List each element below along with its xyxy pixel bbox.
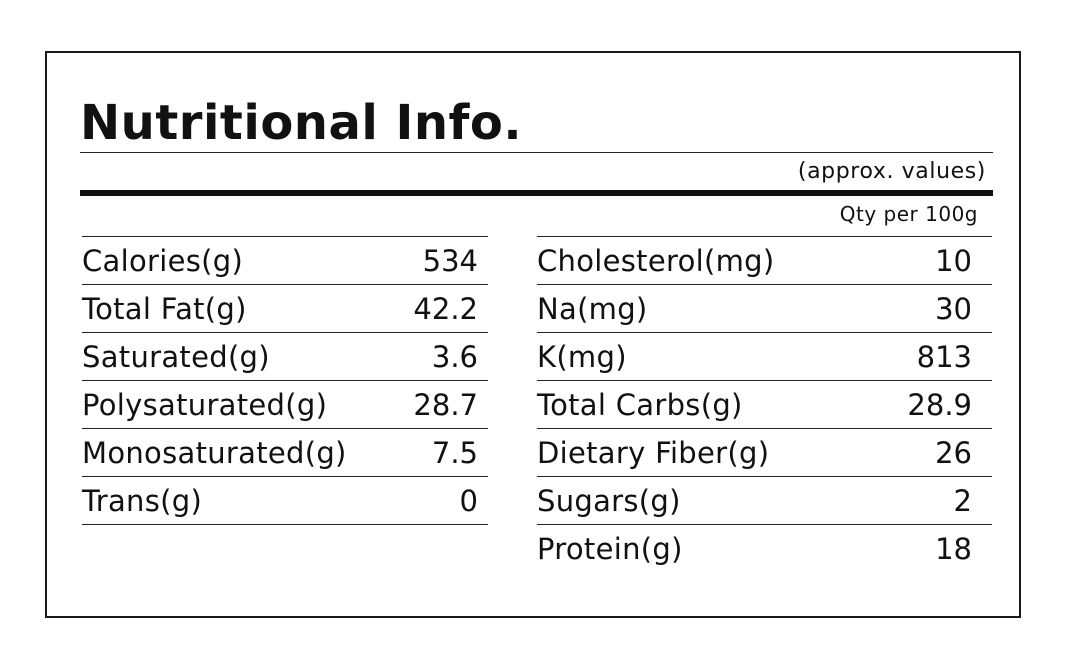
quantity-note: Qty per 100g xyxy=(839,202,978,226)
nutrient-value: 0 xyxy=(459,484,478,518)
nutrient-label: Dietary Fiber(g) xyxy=(537,436,770,470)
nutrient-row-potassium: K(mg) 813 xyxy=(537,332,992,380)
nutrient-label: Sugars(g) xyxy=(537,484,681,518)
nutrient-row-total-carbs: Total Carbs(g) 28.9 xyxy=(537,380,992,428)
nutrient-row-calories: Calories(g) 534 xyxy=(82,236,488,284)
approx-values-note: (approx. values) xyxy=(797,159,986,184)
nutrient-value: 813 xyxy=(916,340,972,374)
nutrient-row-cholesterol: Cholesterol(mg) 10 xyxy=(537,236,992,284)
nutrient-row-sodium: Na(mg) 30 xyxy=(537,284,992,332)
nutrient-label: Cholesterol(mg) xyxy=(537,244,775,278)
nutrient-value: 534 xyxy=(422,244,478,278)
nutrition-card xyxy=(45,51,1021,618)
page-title: Nutritional Info. xyxy=(80,95,523,151)
nutrient-value: 3.6 xyxy=(431,340,478,374)
nutrient-label: Monosaturated(g) xyxy=(82,436,347,470)
nutrient-value: 10 xyxy=(935,244,972,278)
nutrient-value: 2 xyxy=(953,484,972,518)
nutrient-label: Total Carbs(g) xyxy=(537,388,743,422)
nutrient-label: Calories(g) xyxy=(82,244,244,278)
nutrient-value: 42.2 xyxy=(413,292,478,326)
nutrient-label: Na(mg) xyxy=(537,292,648,326)
nutrient-label: Protein(g) xyxy=(537,532,683,566)
title-divider xyxy=(80,152,993,153)
nutrient-label: K(mg) xyxy=(537,340,627,374)
nutrient-value: 28.9 xyxy=(907,388,972,422)
nutrient-row-dietary-fiber: Dietary Fiber(g) 26 xyxy=(537,428,992,476)
nutrient-value: 18 xyxy=(935,532,972,566)
nutrient-row-sugars: Sugars(g) 2 xyxy=(537,476,992,524)
nutrient-value: 26 xyxy=(935,436,972,470)
nutrient-row-protein: Protein(g) 18 xyxy=(537,524,992,572)
nutrient-value: 7.5 xyxy=(431,436,478,470)
nutrient-value: 30 xyxy=(935,292,972,326)
nutrient-row-total-fat: Total Fat(g) 42.2 xyxy=(82,284,488,332)
header-thick-divider xyxy=(80,190,993,196)
nutrient-label: Total Fat(g) xyxy=(82,292,247,326)
nutrient-value: 28.7 xyxy=(413,388,478,422)
nutrient-row-trans: Trans(g) 0 xyxy=(82,476,488,525)
left-nutrient-table: Calories(g) 534 Total Fat(g) 42.2 Satura… xyxy=(82,236,488,525)
nutrient-label: Polysaturated(g) xyxy=(82,388,328,422)
nutrient-label: Saturated(g) xyxy=(82,340,270,374)
nutrient-row-monosaturated: Monosaturated(g) 7.5 xyxy=(82,428,488,476)
nutrient-row-polysaturated: Polysaturated(g) 28.7 xyxy=(82,380,488,428)
right-nutrient-table: Cholesterol(mg) 10 Na(mg) 30 K(mg) 813 T… xyxy=(537,236,992,572)
nutrient-label: Trans(g) xyxy=(82,484,203,518)
nutrient-row-saturated: Saturated(g) 3.6 xyxy=(82,332,488,380)
